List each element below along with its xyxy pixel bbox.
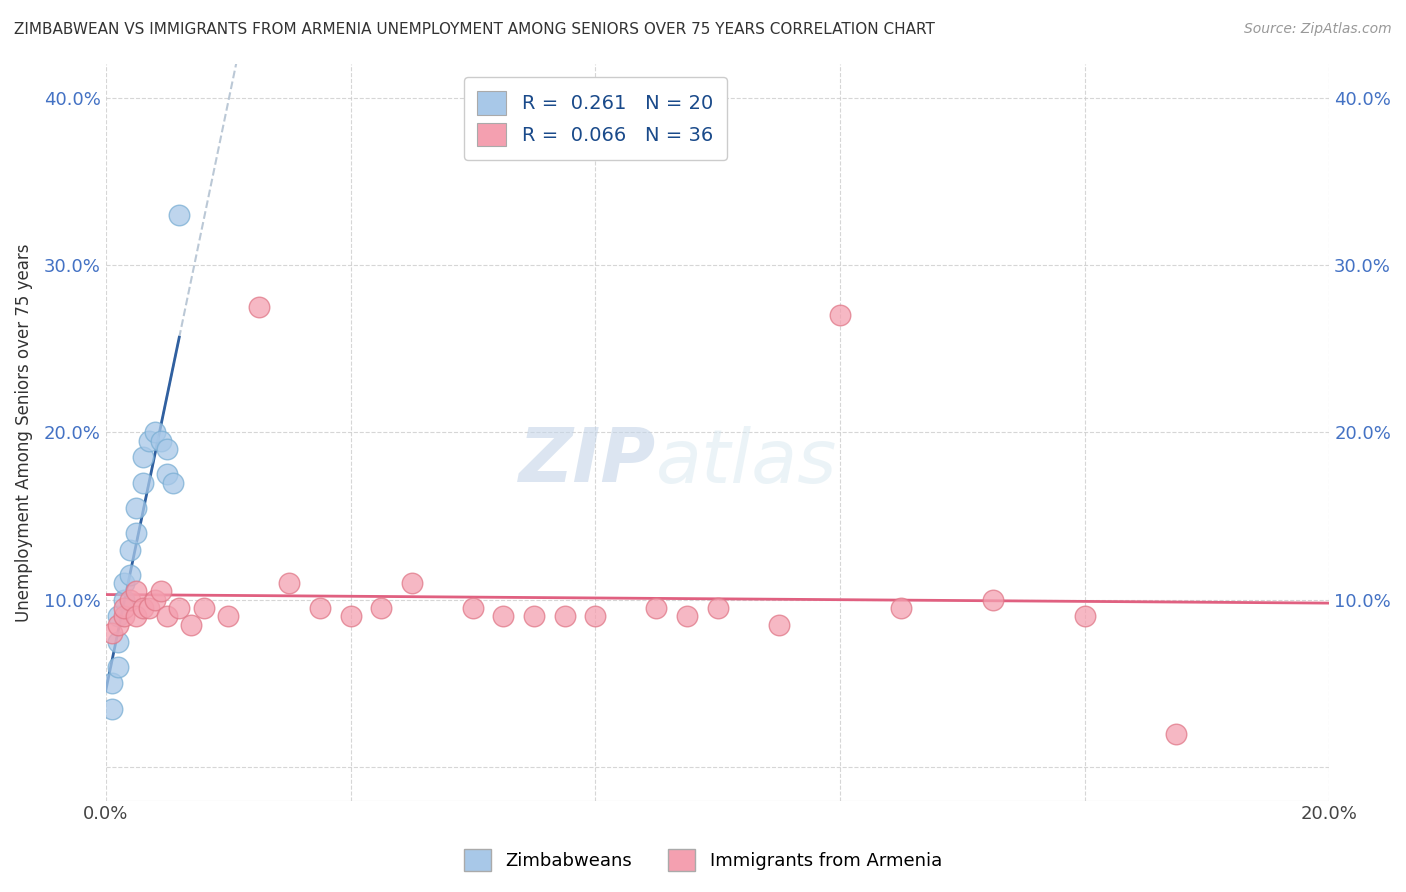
Point: [131, 601, 153, 615]
Point: [981, 592, 1004, 607]
Point: [523, 609, 546, 624]
Point: [112, 576, 135, 591]
Point: [149, 434, 172, 448]
Point: [1166, 726, 1188, 740]
Point: [125, 500, 148, 515]
Point: [120, 567, 142, 582]
Point: [131, 450, 153, 465]
Point: [120, 592, 142, 607]
Point: [370, 601, 392, 615]
Point: [101, 676, 124, 690]
Text: ZIMBABWEAN VS IMMIGRANTS FROM ARMENIA UNEMPLOYMENT AMONG SENIORS OVER 75 YEARS C: ZIMBABWEAN VS IMMIGRANTS FROM ARMENIA UN…: [14, 22, 935, 37]
Point: [401, 576, 423, 591]
Point: [167, 601, 190, 615]
Point: [676, 609, 699, 624]
Text: atlas: atlas: [657, 425, 838, 498]
Point: [339, 609, 361, 624]
Point: [193, 601, 215, 615]
Point: [828, 308, 851, 322]
Point: [156, 609, 179, 624]
Point: [180, 618, 202, 632]
Point: [112, 592, 135, 607]
Point: [309, 601, 332, 615]
Text: ZIP: ZIP: [519, 425, 657, 499]
Point: [112, 609, 135, 624]
Legend: R =  0.261   N = 20, R =  0.066   N = 36: R = 0.261 N = 20, R = 0.066 N = 36: [464, 78, 727, 160]
Point: [101, 626, 124, 640]
Point: [1073, 609, 1095, 624]
Point: [492, 609, 515, 624]
Point: [107, 659, 129, 673]
Point: [156, 442, 179, 456]
Point: [247, 300, 270, 314]
Point: [156, 467, 179, 482]
Text: Source: ZipAtlas.com: Source: ZipAtlas.com: [1244, 22, 1392, 37]
Point: [125, 609, 148, 624]
Point: [706, 601, 728, 615]
Point: [101, 701, 124, 715]
Point: [131, 475, 153, 490]
Legend: Zimbabweans, Immigrants from Armenia: Zimbabweans, Immigrants from Armenia: [457, 842, 949, 879]
Point: [768, 618, 790, 632]
Point: [107, 618, 129, 632]
Point: [143, 592, 166, 607]
Point: [112, 601, 135, 615]
Point: [143, 425, 166, 440]
Point: [278, 576, 301, 591]
Y-axis label: Unemployment Among Seniors over 75 years: Unemployment Among Seniors over 75 years: [15, 244, 32, 622]
Point: [138, 434, 160, 448]
Point: [120, 542, 142, 557]
Point: [125, 525, 148, 540]
Point: [645, 601, 668, 615]
Point: [162, 475, 184, 490]
Point: [138, 601, 160, 615]
Point: [125, 584, 148, 599]
Point: [554, 609, 576, 624]
Point: [583, 609, 606, 624]
Point: [890, 601, 912, 615]
Point: [217, 609, 239, 624]
Point: [167, 208, 190, 222]
Point: [107, 609, 129, 624]
Point: [461, 601, 484, 615]
Point: [149, 584, 172, 599]
Point: [107, 634, 129, 648]
